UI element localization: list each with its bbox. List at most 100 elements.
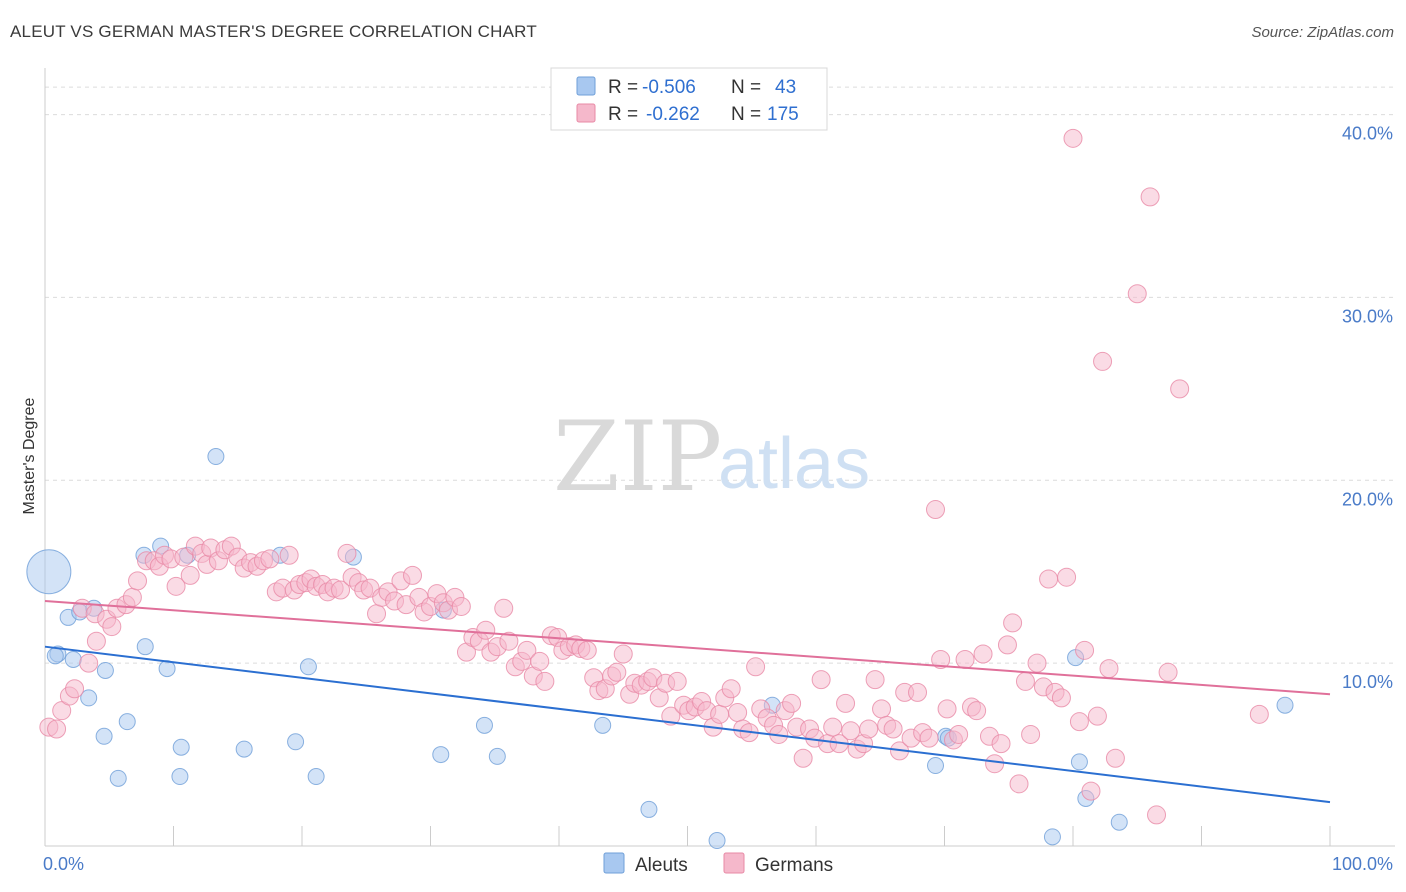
germans-point xyxy=(535,671,555,691)
germans-point xyxy=(1081,781,1101,801)
germans-point xyxy=(865,670,885,690)
germans-point xyxy=(52,701,72,721)
germans-point xyxy=(1140,187,1160,207)
germans-point xyxy=(79,653,99,673)
germans-point xyxy=(1015,671,1035,691)
germans-point xyxy=(1039,569,1059,589)
aleuts-point xyxy=(432,746,450,764)
germans-point xyxy=(499,631,519,651)
germans-point xyxy=(1170,379,1190,399)
germans-point xyxy=(1249,704,1269,724)
series-germans-points xyxy=(39,128,1269,825)
germans-point xyxy=(367,604,387,624)
y-tick-label: 30.0% xyxy=(1342,306,1393,326)
x-tick-label-max: 100.0% xyxy=(1332,854,1393,874)
germans-point xyxy=(908,682,928,702)
germans-point xyxy=(926,500,946,520)
aleuts-point xyxy=(96,661,114,679)
germans-point xyxy=(1158,662,1178,682)
series-legend: Aleuts Germans xyxy=(603,852,833,876)
aleuts-point xyxy=(475,716,493,734)
germans-point xyxy=(721,679,741,699)
germans-point xyxy=(1075,640,1095,660)
aleuts-point xyxy=(1110,813,1128,831)
legend-aleuts-label: Aleuts xyxy=(635,855,688,876)
legend-r-label-1: R = xyxy=(608,77,638,98)
aleuts-point xyxy=(235,740,253,758)
germans-point xyxy=(1021,724,1041,744)
germans-point xyxy=(836,693,856,713)
germans-point xyxy=(859,719,879,739)
aleuts-point xyxy=(287,733,305,751)
germans-point xyxy=(331,580,351,600)
tick-labels: 10.0% 20.0% 30.0% 40.0% 0.0% 100.0% xyxy=(43,124,1393,874)
germans-point xyxy=(577,640,597,660)
germans-point xyxy=(931,649,951,669)
germans-point xyxy=(746,657,766,677)
germans-point xyxy=(128,571,148,591)
germans-point xyxy=(279,545,299,565)
legend-swatch-germans xyxy=(576,103,596,123)
germans-point xyxy=(872,699,892,719)
germans-point xyxy=(86,631,106,651)
germans-point xyxy=(661,706,681,726)
legend-n-value-2: 175 xyxy=(767,104,799,125)
aleuts-point xyxy=(1070,753,1088,771)
germans-point xyxy=(494,598,514,618)
germans-point xyxy=(530,651,550,671)
aleuts-point xyxy=(64,650,82,668)
aleuts-point xyxy=(171,768,189,786)
germans-point xyxy=(955,649,975,669)
germans-point xyxy=(102,617,122,637)
aleuts-point xyxy=(927,757,945,775)
germans-point xyxy=(949,724,969,744)
germans-point xyxy=(1099,659,1119,679)
germans-point xyxy=(710,704,730,724)
aleuts-point xyxy=(172,738,190,756)
y-tick-label: 20.0% xyxy=(1342,489,1393,509)
aleuts-point xyxy=(488,747,506,765)
aleuts-point xyxy=(708,832,726,850)
germans-point xyxy=(1069,712,1089,732)
trend-lines xyxy=(44,599,1331,804)
germans-point xyxy=(174,547,194,567)
germans-point xyxy=(1127,284,1147,304)
aleuts-point xyxy=(95,727,113,745)
stats-legend: R = -0.506 N = 43 R = -0.262 N = 175 xyxy=(550,67,828,131)
aleuts-point xyxy=(26,549,72,595)
germans-point xyxy=(1009,774,1029,794)
germans-point xyxy=(883,719,903,739)
germans-point xyxy=(451,596,471,616)
germans-point xyxy=(793,748,813,768)
germans-point xyxy=(476,620,496,640)
germans-point xyxy=(166,576,186,596)
legend-germans-label: Germans xyxy=(755,855,833,876)
legend-r-value-1: -0.506 xyxy=(642,77,696,98)
germans-point xyxy=(811,670,831,690)
aleuts-point xyxy=(118,713,136,731)
germans-point xyxy=(967,701,987,721)
aleuts-trend-line xyxy=(44,645,1331,804)
aleuts-point xyxy=(136,638,154,656)
watermark-atlas: atlas xyxy=(718,424,870,504)
germans-point xyxy=(937,699,957,719)
germans-point xyxy=(517,640,537,660)
germans-point xyxy=(1051,688,1071,708)
germans-point xyxy=(823,717,843,737)
legend-swatch-aleuts xyxy=(576,76,596,96)
x-tick-label-min: 0.0% xyxy=(43,854,84,874)
chart-title: ALEUT VS GERMAN MASTER'S DEGREE CORRELAT… xyxy=(10,22,537,41)
aleuts-point xyxy=(1043,828,1061,846)
germans-trend-line xyxy=(44,599,1331,696)
germans-point xyxy=(122,587,142,607)
germans-point xyxy=(403,565,423,585)
aleuts-point xyxy=(1276,696,1294,714)
germans-point xyxy=(1063,128,1083,148)
germans-point xyxy=(1093,351,1113,371)
legend-r-label-2: R = xyxy=(608,104,638,125)
germans-point xyxy=(260,549,280,569)
legend-n-label-2: N = xyxy=(731,104,761,125)
germans-point xyxy=(997,635,1017,655)
aleuts-point xyxy=(299,658,317,676)
aleuts-point xyxy=(640,800,658,818)
